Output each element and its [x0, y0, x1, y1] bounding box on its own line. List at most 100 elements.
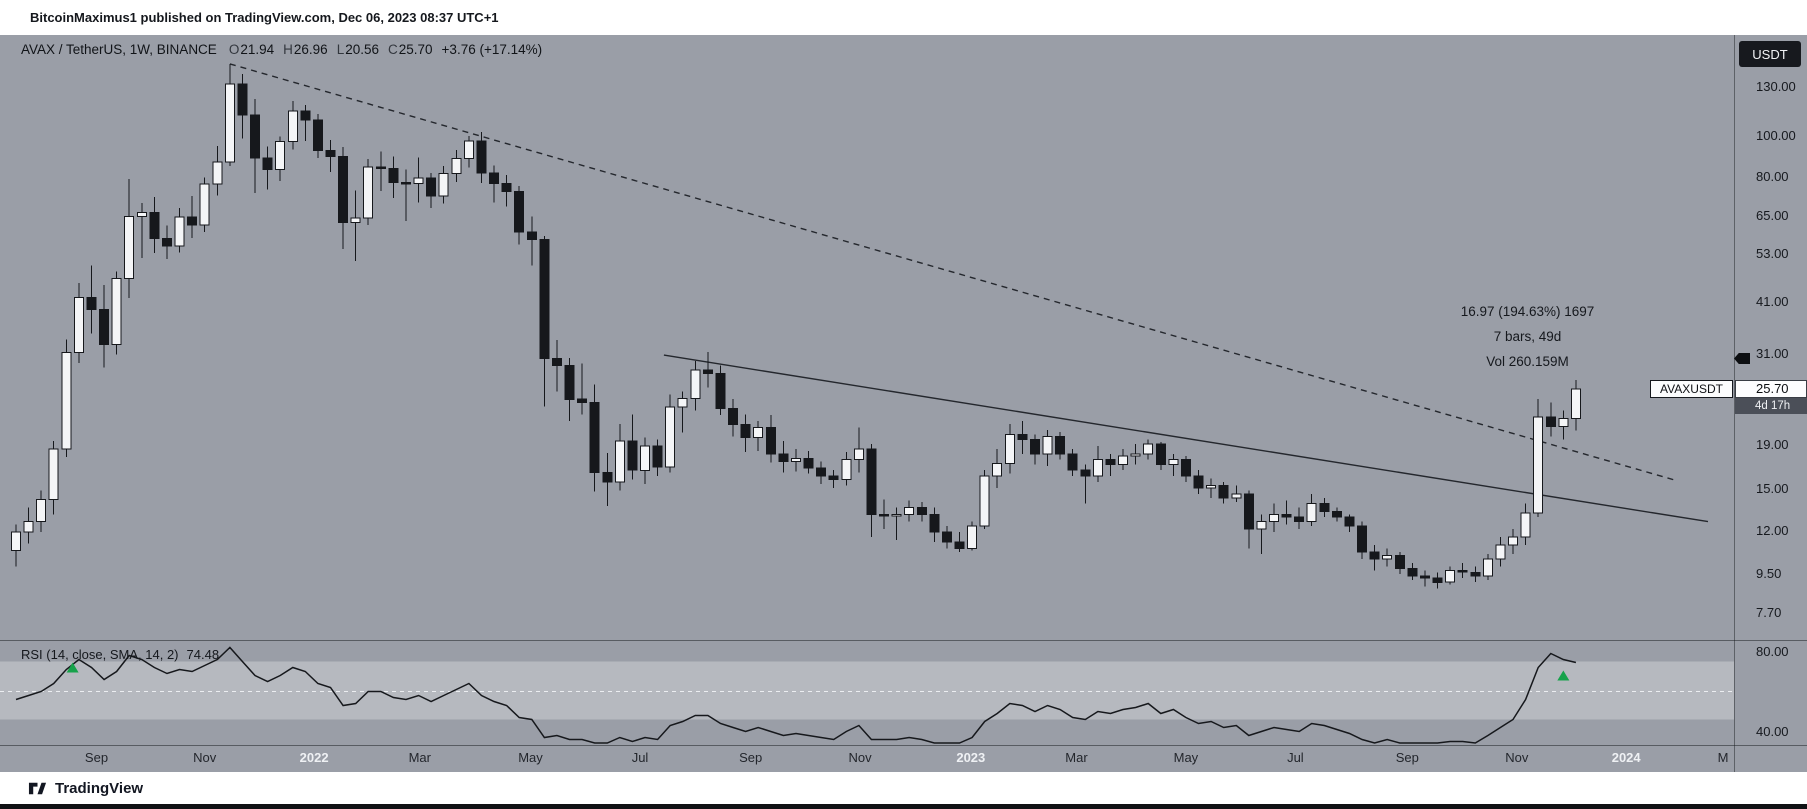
rsi-value: 74.48 — [186, 647, 220, 662]
bottom-bar — [0, 804, 1807, 809]
candle-body — [640, 445, 650, 471]
candle-body — [828, 475, 839, 480]
candle-body — [136, 212, 147, 217]
currency-toggle-button[interactable]: USDT — [1739, 41, 1801, 67]
rsi-line — [15, 646, 1577, 744]
candle-body — [665, 406, 676, 468]
candle-body — [728, 408, 739, 426]
candle-body — [48, 448, 59, 500]
pane-separator[interactable] — [0, 745, 1807, 746]
candle-body — [199, 183, 210, 226]
price-axis-label: 31.00 — [1756, 345, 1789, 361]
candle-body — [1004, 434, 1015, 465]
price-axis-label: 7.70 — [1756, 605, 1782, 621]
candle-body — [375, 166, 386, 169]
dashed-trendline[interactable] — [229, 63, 1677, 482]
candle-body — [916, 506, 927, 515]
candle-body — [1193, 475, 1204, 489]
rsi-band — [0, 661, 1734, 720]
candle-body — [1105, 458, 1116, 466]
candle-body — [162, 238, 172, 247]
high-value: 26.96 — [293, 42, 328, 57]
time-axis-label: Nov — [193, 750, 217, 765]
candle-body — [589, 401, 600, 473]
time-axis-label: Nov — [848, 750, 872, 765]
time-axis-label: M — [1717, 750, 1729, 765]
candle-body — [602, 472, 613, 483]
time-axis[interactable]: Sep Nov 2022 Mar May Jul Sep Nov 2023 Mar May Jul Se… — [0, 746, 1734, 772]
candle-body — [803, 457, 814, 469]
last-price-badge: 25.70 — [1735, 379, 1807, 398]
candle-body — [1067, 453, 1078, 471]
candle-body — [1180, 458, 1191, 477]
rsi-axis-label: 80.00 — [1756, 643, 1789, 659]
time-axis-label: 2024 — [1611, 750, 1641, 765]
candle-body — [1269, 513, 1279, 522]
time-axis-label: 2023 — [956, 750, 986, 765]
time-axis-label: Jul — [1287, 750, 1304, 765]
price-axis-label: 130.00 — [1756, 78, 1796, 94]
candle-body — [1017, 434, 1028, 440]
rsi-axis-label: 40.00 — [1756, 723, 1789, 739]
candle-body — [715, 373, 726, 410]
price-axis-label: 9.50 — [1756, 566, 1782, 582]
solid-trendline[interactable] — [663, 354, 1709, 523]
low-value: 20.56 — [345, 42, 379, 57]
candle-body — [1294, 516, 1305, 523]
candle-body — [526, 231, 537, 240]
candle-body — [1445, 569, 1456, 583]
candle-body — [1420, 575, 1430, 579]
candle-body — [1545, 416, 1556, 427]
measurement-annotation[interactable]: 16.97 (194.63%) 1697 7 bars, 49d Vol 260… — [1440, 299, 1615, 374]
change-value: +3.76 (+17.14%) — [441, 42, 543, 57]
symbol-title[interactable]: AVAX / TetherUS, 1W, BINANCE — [21, 42, 217, 57]
candle-body — [1457, 569, 1468, 573]
candle-body — [652, 445, 663, 468]
candle-body — [1382, 555, 1393, 560]
candle-body — [1533, 416, 1544, 514]
rsi-legend[interactable]: RSI (14, close, SMA, 14, 2) 74.48 — [21, 647, 219, 662]
candle-body — [312, 119, 323, 151]
candle-body — [1319, 502, 1330, 512]
price-axis-label: 53.00 — [1756, 246, 1789, 261]
time-axis-label: 2022 — [299, 750, 329, 765]
brand-name[interactable]: TradingView — [55, 779, 144, 797]
candle-body — [1168, 458, 1179, 466]
price-axis[interactable] — [1734, 35, 1807, 772]
candle-body — [765, 426, 776, 455]
chart-legend[interactable]: AVAX / TetherUS, 1W, BINANCE O21.94 H26.… — [21, 42, 542, 57]
candle-body — [300, 110, 311, 121]
candle-body — [1331, 511, 1342, 518]
candle-body — [1432, 577, 1443, 583]
candle-body — [1231, 493, 1242, 499]
time-axis-label: Sep — [84, 750, 109, 765]
footer-bar: TradingView — [0, 772, 1807, 804]
low-label: L — [336, 42, 345, 57]
candle-body — [1495, 544, 1506, 560]
open-value: 21.94 — [240, 42, 275, 57]
candle-body — [1256, 521, 1267, 530]
candle-body — [1042, 436, 1053, 455]
tradingview-logo[interactable] — [28, 779, 47, 798]
candle-body — [11, 531, 21, 551]
candle-body — [1155, 443, 1166, 466]
ohlc-values: O21.94 H26.96 L20.56 C25.70 +3.76 (+17.1… — [229, 42, 542, 57]
candle-body — [1558, 418, 1569, 427]
candle-body — [99, 309, 110, 346]
candle-body — [61, 352, 72, 450]
open-label: O — [228, 42, 240, 57]
candle-body — [501, 182, 512, 192]
candle-body — [363, 166, 374, 219]
candle-body — [1243, 493, 1254, 530]
measurement-line-2: 7 bars, 49d — [1493, 329, 1562, 344]
candle-body — [1570, 388, 1581, 419]
chart-area: 130.00 100.00 80.00 65.00 53.00 41.00 31.00 19.… — [0, 35, 1807, 772]
candle-body — [853, 448, 864, 460]
candle-body — [879, 513, 889, 517]
axis-labels-container: 130.00 100.00 80.00 65.00 53.00 41.00 31.00 19.… — [1756, 35, 1806, 772]
candlestick-chart[interactable] — [0, 35, 1734, 772]
candle-body — [841, 458, 852, 480]
time-axis-label: May — [518, 750, 543, 765]
close-label: C — [388, 42, 398, 57]
pane-separator[interactable] — [0, 640, 1807, 641]
